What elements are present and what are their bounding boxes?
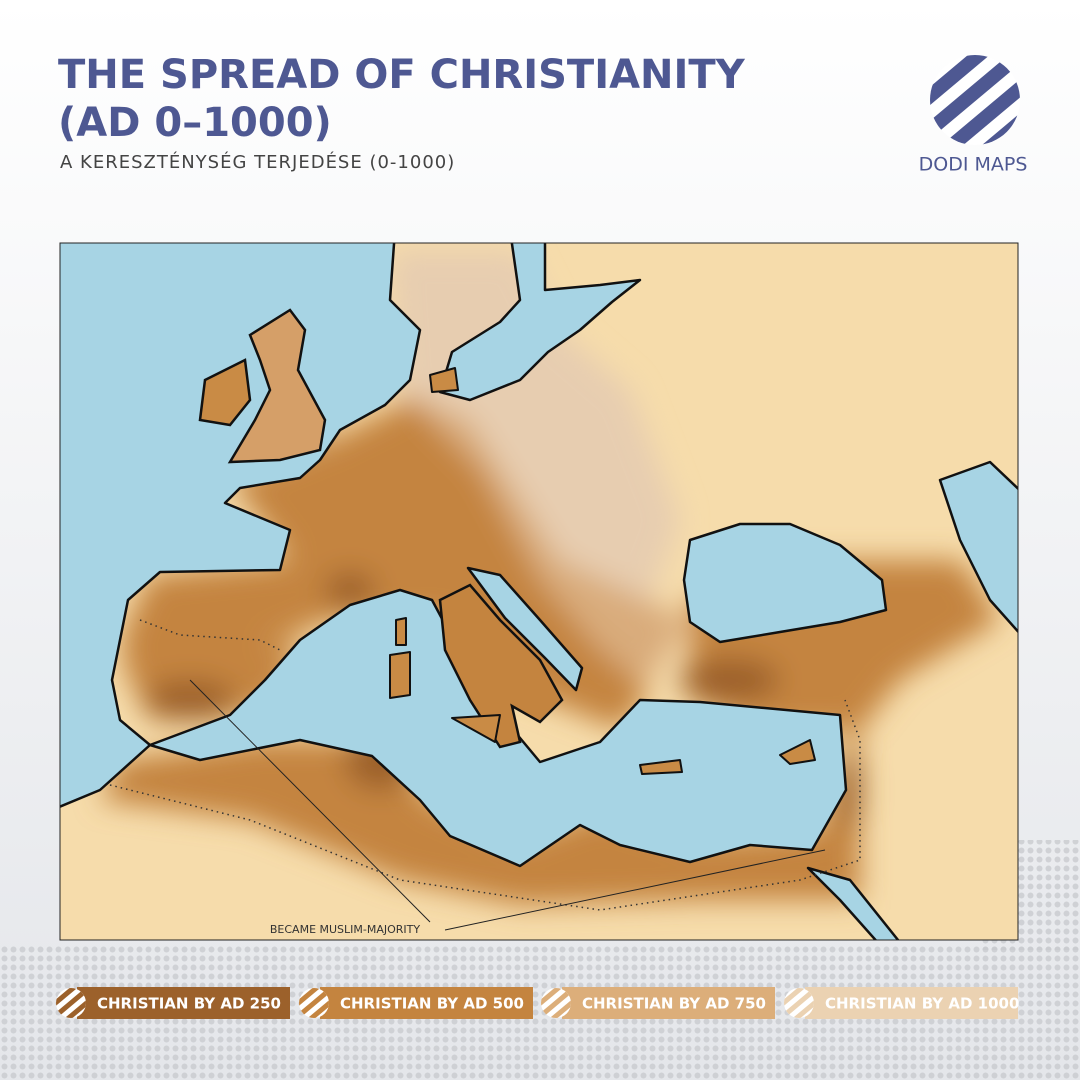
land-islands: [198, 308, 816, 775]
legend-icon-line: [541, 988, 571, 1014]
legend-icon-line: [784, 992, 814, 1018]
subtitle: A KERESZTÉNYSÉG TERJEDÉSE (0-1000): [60, 151, 455, 173]
legend-swatch: [805, 987, 1018, 1019]
logo-text: DODI MAPS: [919, 154, 1028, 176]
legend-icon-line: [299, 988, 329, 1014]
boundary: [109, 619, 861, 911]
legend-icon-line: [56, 992, 86, 1018]
legend-swatch: [562, 987, 775, 1019]
title: THE SPREAD OF CHRISTIANITY: [58, 52, 746, 98]
legend-label: CHRISTIAN BY AD 750: [582, 995, 766, 1013]
legend-icon-line: [541, 992, 571, 1018]
legend-label: CHRISTIAN BY AD 500: [340, 995, 524, 1013]
title: (AD 0–1000): [58, 100, 332, 146]
legend-icon-line: [299, 992, 329, 1018]
legend-swatch: [77, 987, 290, 1019]
annotation: BECAME MUSLIM-MAJORITY: [270, 923, 421, 936]
map: BECAME MUSLIM-MAJORITY: [60, 243, 1018, 940]
legend-icon-line: [56, 988, 86, 1014]
legend-icon-line: [784, 988, 814, 1014]
map-frame: [59, 242, 1019, 941]
legend-swatch: [320, 987, 533, 1019]
legend-label: CHRISTIAN BY AD 250: [97, 995, 281, 1013]
legend-label: CHRISTIAN BY AD 1000: [825, 995, 1019, 1013]
leader: [189, 679, 826, 931]
